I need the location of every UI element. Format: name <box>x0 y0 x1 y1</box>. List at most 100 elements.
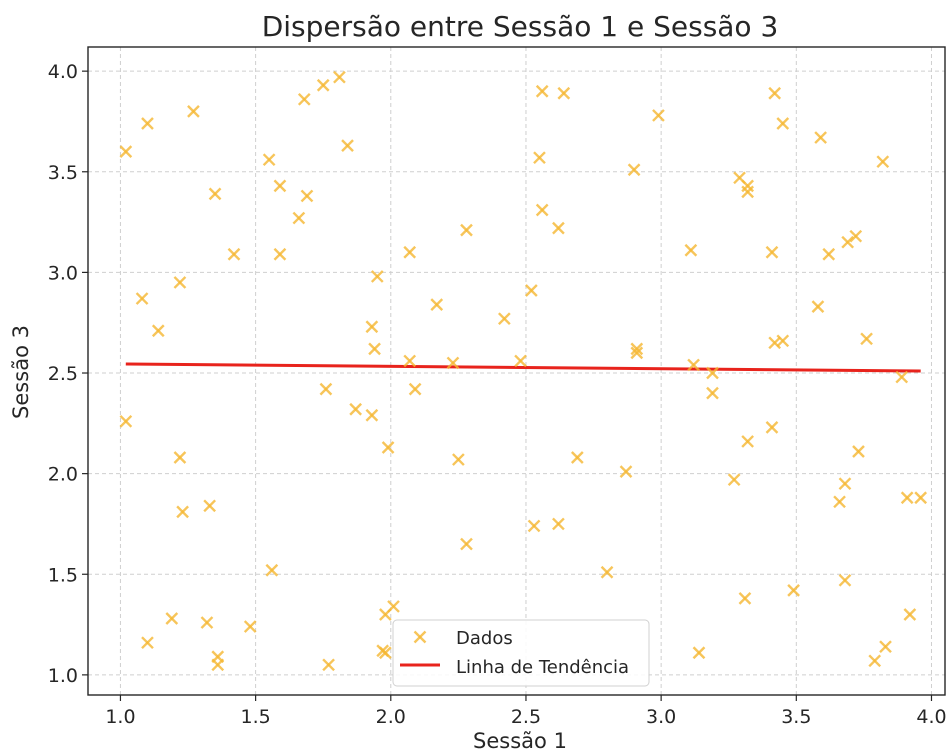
data-point <box>814 131 827 144</box>
legend: Dados Linha de Tendência <box>392 619 650 687</box>
x-tick-label: 1.0 <box>105 706 135 728</box>
y-tick-label: 3.5 <box>48 162 78 184</box>
data-point <box>876 155 890 169</box>
x-axis-ticks: 1.0 1.5 2.0 2.5 3.0 3.5 4.0 <box>105 695 947 728</box>
data-point <box>497 312 511 326</box>
data-point <box>692 646 706 660</box>
data-point <box>365 408 379 422</box>
data-point <box>903 608 917 621</box>
data-point <box>297 92 311 106</box>
x-tick-label: 4.0 <box>916 706 946 728</box>
data-point <box>173 451 187 464</box>
data-point <box>776 117 790 130</box>
legend-box <box>392 619 650 687</box>
data-point <box>833 495 846 509</box>
data-point <box>706 366 719 380</box>
y-axis-label: Sessão 3 <box>9 325 33 419</box>
data-point <box>300 189 314 203</box>
y-tick-label: 2.5 <box>48 363 78 385</box>
data-point <box>403 245 417 259</box>
data-point <box>727 473 741 487</box>
data-point <box>141 636 154 650</box>
data-point <box>652 109 665 122</box>
data-point <box>265 563 279 577</box>
data-point <box>630 346 644 360</box>
scatter-points-layer <box>119 70 928 672</box>
data-point <box>600 565 614 579</box>
legend-x-marker <box>413 630 427 644</box>
data-point <box>165 612 179 625</box>
data-point <box>333 70 346 84</box>
x-tick-label: 2.0 <box>376 706 406 728</box>
data-point <box>227 247 241 261</box>
data-point <box>768 86 782 100</box>
data-point <box>895 370 909 384</box>
data-point <box>176 505 189 519</box>
data-point <box>446 356 460 370</box>
data-point <box>460 223 473 237</box>
x-tick-label: 3.0 <box>646 706 676 728</box>
data-point <box>368 342 381 356</box>
data-point <box>349 402 362 416</box>
data-point <box>914 491 928 505</box>
data-point <box>776 334 790 348</box>
legend-scatter-marker <box>413 630 427 644</box>
data-point <box>273 247 287 261</box>
data-point <box>262 153 276 167</box>
data-point <box>811 300 825 313</box>
chart-title: Dispersão entre Sessão 1 e Sessão 3 <box>262 10 779 43</box>
data-point <box>430 298 444 311</box>
data-point <box>243 620 257 633</box>
data-point <box>292 211 306 225</box>
data-point <box>452 453 465 466</box>
data-point <box>151 324 165 338</box>
data-point <box>860 332 873 346</box>
data-point <box>273 179 287 193</box>
data-point <box>570 451 584 464</box>
x-tick-label: 2.5 <box>511 706 541 728</box>
legend-label-line: Linha de Tendência <box>456 657 629 678</box>
data-point <box>208 187 222 201</box>
data-point <box>684 243 698 257</box>
data-point <box>203 499 217 513</box>
data-point <box>619 465 633 478</box>
data-point <box>787 584 800 597</box>
plot-frame <box>87 46 946 696</box>
data-point <box>211 658 225 672</box>
x-tick-label: 1.5 <box>241 706 271 728</box>
data-point <box>841 235 855 249</box>
trend-line-layer <box>125 362 921 373</box>
data-point <box>119 145 133 158</box>
data-point <box>387 600 400 613</box>
data-point <box>533 151 546 165</box>
trend-line <box>125 362 921 373</box>
data-point <box>535 84 549 98</box>
x-tick-label: 3.5 <box>781 706 811 728</box>
data-point <box>879 640 892 654</box>
y-tick-label: 1.0 <box>48 665 78 687</box>
data-point <box>900 491 914 505</box>
data-point <box>319 382 333 396</box>
data-point <box>741 185 754 199</box>
data-point <box>514 354 527 368</box>
data-point <box>838 477 852 491</box>
y-tick-label: 3.0 <box>48 262 78 284</box>
data-point <box>403 354 417 368</box>
data-point <box>408 382 422 396</box>
data-point <box>173 276 187 289</box>
data-point <box>527 519 541 533</box>
data-point <box>630 342 644 356</box>
data-point <box>379 646 392 660</box>
data-point <box>381 441 395 454</box>
legend-label-scatter: Dados <box>456 628 513 649</box>
y-axis-ticks: 1.0 1.5 2.0 2.5 3.0 3.5 4.0 <box>48 61 88 687</box>
data-point <box>765 245 779 259</box>
data-point <box>535 203 549 217</box>
x-axis-label: Sessão 1 <box>473 729 567 753</box>
data-point <box>460 537 473 551</box>
data-point <box>119 414 133 428</box>
data-point <box>822 247 836 261</box>
data-point <box>868 654 882 668</box>
data-point <box>365 320 379 334</box>
data-point <box>765 420 779 434</box>
